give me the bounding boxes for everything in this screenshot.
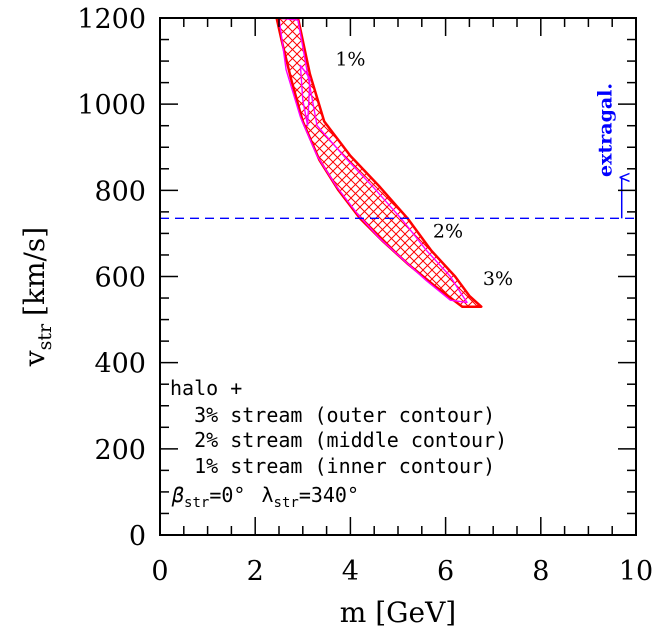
lambda-subscript: str: [274, 495, 299, 511]
reference-line-layer: [160, 177, 636, 220]
legend-line: 1% stream (inner contour): [170, 454, 495, 478]
contour-label: 3%: [483, 268, 513, 290]
y-axis-title-unit: [km/s]: [18, 227, 51, 316]
contour-label: 2%: [433, 221, 463, 243]
outer-contour-3pct: [275, 18, 483, 308]
y-tick-label: 0: [129, 521, 146, 552]
x-tick-label: 4: [342, 556, 359, 587]
x-tick-label: 2: [247, 556, 264, 587]
tick-labels: 0 2 4 6 8 10 0 200 400 600 800 1000 1200: [77, 4, 653, 587]
stream-parameters: βstr=0° λstr=340°: [171, 483, 359, 511]
beta-subscript: str: [184, 495, 209, 511]
x-tick-label: 8: [532, 556, 549, 587]
y-axis-title-main: v: [18, 350, 51, 367]
legend-line: halo +: [170, 376, 242, 400]
legend-line: 3% stream (outer contour): [170, 403, 495, 427]
inner-contour-1pct: [299, 64, 311, 127]
y-axis-title: vstr [km/s]: [18, 227, 56, 367]
legend-line: 2% stream (middle contour): [170, 428, 507, 452]
contour-label: 1%: [335, 48, 365, 70]
y-axis-title-sub: str: [34, 323, 56, 350]
y-tick-label: 800: [94, 176, 146, 207]
plot-frame: [159, 17, 637, 536]
contour-layer: [275, 18, 483, 308]
legend: halo + 3% stream (outer contour) 2% stre…: [170, 376, 507, 511]
lambda-value: =340°: [299, 483, 359, 507]
y-tick-label: 1200: [77, 4, 146, 35]
beta-symbol: β: [171, 483, 184, 507]
x-tick-label: 0: [151, 556, 168, 587]
lambda-symbol: λ: [261, 483, 273, 507]
x-axis-title: m [GeV]: [340, 596, 456, 629]
y-tick-label: 400: [94, 349, 146, 380]
beta-value: =0°: [209, 483, 245, 507]
svg-text:vstr[km/s]: vstr [km/s]: [18, 227, 56, 367]
x-tick-label: 6: [437, 556, 454, 587]
y-tick-label: 600: [94, 263, 146, 294]
middle-contour-2pct: [278, 18, 468, 304]
extragal-label: extragal.: [595, 83, 617, 177]
y-tick-label: 200: [94, 435, 146, 466]
x-tick-label: 10: [619, 556, 653, 587]
contour-labels: 3% 2% 1%: [335, 48, 513, 290]
y-tick-label: 1000: [77, 90, 146, 121]
